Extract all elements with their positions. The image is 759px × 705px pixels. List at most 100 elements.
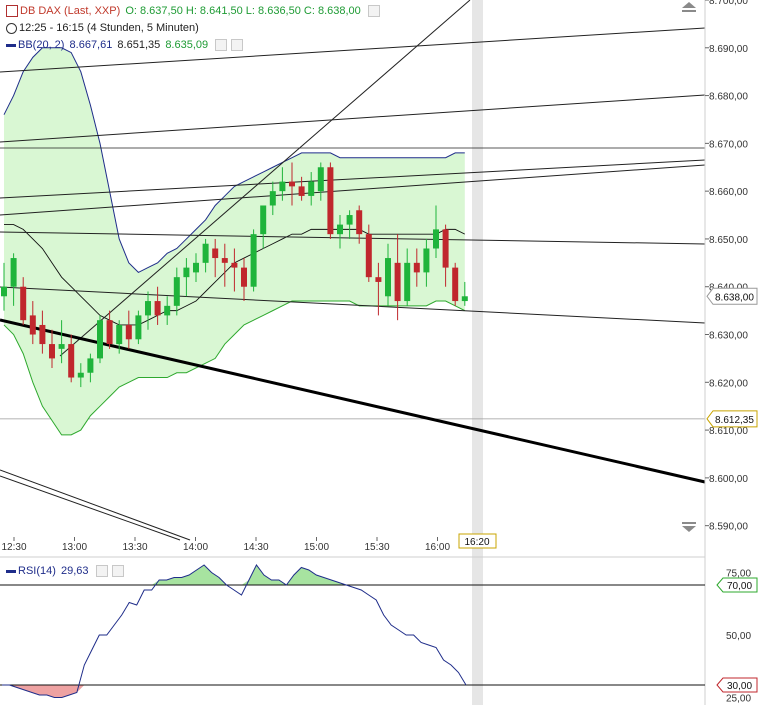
y-tick-label: 8.630,00 xyxy=(709,331,748,342)
candle xyxy=(10,258,17,287)
candle xyxy=(164,305,171,316)
rsi-tick-label: 25,00 xyxy=(726,694,751,705)
x-tick-label: 13:00 xyxy=(62,542,87,553)
candle xyxy=(231,262,238,268)
rsi-level-label: 30,00 xyxy=(727,681,752,692)
candle xyxy=(250,234,257,287)
rsi-level-box xyxy=(716,577,758,593)
x-tick-label: 14:00 xyxy=(183,542,208,553)
candle xyxy=(173,277,180,306)
candle xyxy=(116,324,123,345)
trendline xyxy=(0,475,181,541)
rsi-line xyxy=(2,564,467,698)
x-tick-label: 16:00 xyxy=(425,542,450,553)
rsi-value: 29,63 xyxy=(60,565,89,577)
candle xyxy=(317,167,324,192)
candle xyxy=(39,324,46,345)
candle xyxy=(327,167,334,235)
y-tick-label: 8.600,00 xyxy=(709,474,748,485)
candle xyxy=(404,262,411,302)
candle xyxy=(58,344,65,349)
candle xyxy=(375,277,382,282)
candles xyxy=(1,162,468,388)
candle xyxy=(183,267,190,278)
price-marker-box xyxy=(706,287,758,305)
candle xyxy=(461,296,468,302)
bb-label: BB(20, 2) xyxy=(18,39,65,51)
trendline xyxy=(0,164,706,216)
candle xyxy=(125,324,132,340)
settings-icon[interactable] xyxy=(367,5,380,18)
bb-lower-line xyxy=(3,300,466,436)
candle xyxy=(394,262,401,302)
y-tick-label: 8.610,00 xyxy=(709,426,748,437)
candle xyxy=(433,229,439,249)
candle xyxy=(106,320,113,345)
candle xyxy=(269,191,276,206)
x-tick-label: 13:30 xyxy=(122,542,147,553)
rsi-tick-label: 50,00 xyxy=(726,631,751,642)
x-tick-label: 15:30 xyxy=(364,542,389,553)
candle xyxy=(20,286,27,321)
trendline-bold xyxy=(0,318,706,484)
bb-mid: 8.651,35 xyxy=(117,39,161,51)
x-tick-label: 15:00 xyxy=(304,542,329,553)
scroll-down-icon xyxy=(682,526,696,532)
y-tick-label: 8.690,00 xyxy=(709,44,748,55)
y-tick-label: 8.700,00 xyxy=(709,0,748,7)
cursor-time-label: 16:20 xyxy=(464,537,489,548)
candle xyxy=(1,286,7,297)
trendline xyxy=(0,159,706,199)
trendline xyxy=(59,0,471,357)
x-tick-label: 14:30 xyxy=(243,542,268,553)
settings-icon[interactable] xyxy=(215,39,228,52)
trendline xyxy=(0,469,191,541)
candle xyxy=(97,320,103,359)
scroll-down-bar-icon xyxy=(682,522,696,524)
rsi-tick-label: 75,00 xyxy=(726,569,751,580)
bb-upper-line xyxy=(3,47,465,273)
y-tick-label: 8.650,00 xyxy=(709,235,748,246)
rsi-color-icon xyxy=(6,569,16,573)
grid xyxy=(0,0,705,705)
trendline xyxy=(0,286,706,324)
rsi-label: RSI(14) xyxy=(18,565,56,577)
trendline xyxy=(0,27,706,73)
candle xyxy=(413,262,420,273)
scroll-up-bar-icon xyxy=(682,10,696,12)
candle xyxy=(337,224,343,235)
rsi-overbought-fill xyxy=(151,565,347,585)
candle xyxy=(260,205,267,235)
candle xyxy=(145,301,151,316)
candle xyxy=(356,210,363,235)
candle xyxy=(365,234,372,278)
candle xyxy=(87,358,94,373)
rsi-level-box xyxy=(716,677,758,693)
candle xyxy=(154,301,161,316)
candle xyxy=(308,181,315,196)
rsi-oversold-fill xyxy=(9,685,85,698)
bb-color-icon xyxy=(6,43,16,47)
trendline xyxy=(0,94,706,143)
candle xyxy=(346,215,353,225)
cursor-time-box xyxy=(458,533,497,549)
close-icon[interactable] xyxy=(111,565,124,578)
bb-upper: 8.667,61 xyxy=(69,39,113,51)
trendline xyxy=(0,231,706,245)
candle xyxy=(77,372,84,378)
bb-header: BB(20, 2) 8.667,61 8.651,35 8.635,09 xyxy=(6,37,245,53)
candle xyxy=(442,229,449,268)
candle xyxy=(289,181,295,187)
candle xyxy=(135,315,142,340)
bb-lower: 8.635,09 xyxy=(165,39,209,51)
settings-icon[interactable] xyxy=(95,565,108,578)
ohlc-values: O: 8.637,50 H: 8.641,50 L: 8.636,50 C: 8… xyxy=(125,5,361,17)
candle xyxy=(202,243,209,263)
y-tick-label: 8.620,00 xyxy=(709,378,748,389)
close-icon[interactable] xyxy=(231,39,244,52)
cursor-marker-box xyxy=(706,410,758,428)
y-tick-label: 8.670,00 xyxy=(709,139,748,150)
candle xyxy=(298,186,305,196)
